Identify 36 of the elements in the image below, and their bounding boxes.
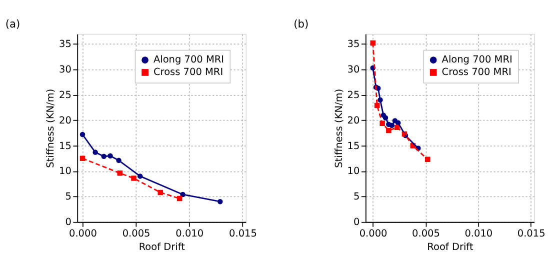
y-tick-label: 35 [58, 39, 72, 50]
y-axis-title: Stiffness (KN/m) [46, 88, 57, 168]
chart-title: (a) [5, 18, 20, 31]
x-tick-label: 0.000 [359, 228, 388, 240]
x-tick-label: 0.015 [229, 228, 257, 240]
y-tick-label: 0 [354, 217, 360, 228]
x-tick-label: 0.015 [517, 228, 546, 240]
x-tick-label: 0.000 [68, 228, 97, 240]
chart-title: (b) [294, 18, 309, 31]
y-tick-label: 20 [347, 115, 360, 126]
point [131, 176, 136, 181]
x-tick-label: 0.005 [412, 228, 440, 240]
y-tick-label: 0 [65, 217, 72, 228]
y-tick-label: 35 [347, 39, 360, 50]
y-tick-label: 5 [65, 192, 72, 203]
x-axis-title: Roof Drift [138, 242, 186, 253]
legend-label: Cross 700 MRI [153, 67, 224, 78]
y-tick-label: 15 [58, 140, 72, 152]
y-tick-label: 10 [58, 166, 72, 178]
legend-label: Along 700 MRI [153, 54, 224, 66]
y-tick-label: 15 [347, 140, 360, 152]
x-tick-label: 0.010 [176, 228, 204, 240]
y-tick-label: 20 [58, 115, 72, 126]
y-tick-label: 10 [347, 166, 360, 178]
y-tick-label: 25 [58, 90, 72, 101]
x-axis-title: Roof Drift [427, 242, 474, 253]
y-tick-label: 5 [354, 192, 360, 203]
x-tick-label: 0.005 [122, 228, 150, 240]
y-tick-label: 25 [347, 90, 360, 101]
legend-label: Cross 700 MRI [442, 67, 512, 78]
y-tick-label: 30 [58, 64, 72, 76]
y-axis-title: Stiffness (KN/m) [334, 88, 345, 168]
legend-label: Along 700 MRI [442, 54, 512, 66]
x-tick-label: 0.010 [464, 228, 493, 240]
y-tick-label: 30 [347, 64, 360, 76]
point [117, 170, 122, 176]
